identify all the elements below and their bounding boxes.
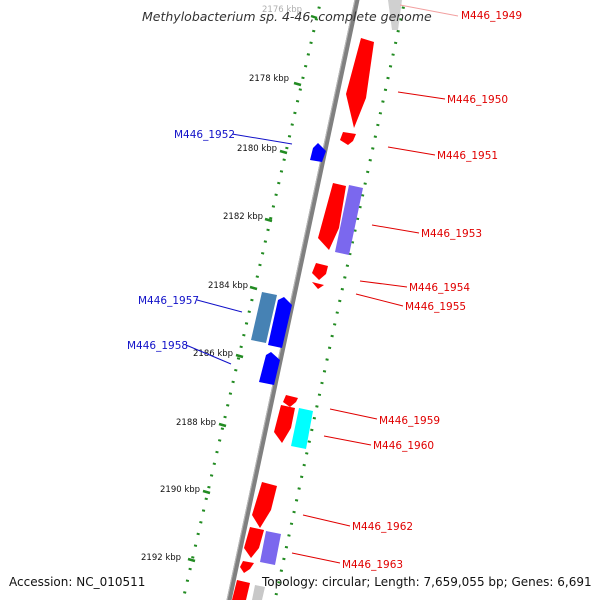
gene-label[interactable]: M446_1953 — [421, 228, 482, 240]
gene-label[interactable]: M446_1949 — [461, 10, 522, 22]
gene-feature-m446-1963-cds[interactable] — [244, 527, 264, 558]
kbp-label: 2180 kbp — [237, 144, 277, 154]
gene-feature-m446-1962[interactable] — [252, 482, 277, 528]
gene-feature-m446-1960[interactable] — [291, 408, 313, 449]
label-connectors-reverse — [185, 133, 293, 365]
gene-label[interactable]: M446_1955 — [405, 301, 466, 313]
gene-feature-m446-1957[interactable] — [268, 297, 292, 348]
gene-label[interactable]: M446_1954 — [409, 282, 470, 294]
gene-label[interactable]: M446_1962 — [352, 521, 413, 533]
gene-label[interactable]: M446_1963 — [342, 559, 403, 571]
gene-label[interactable]: M446_1951 — [437, 150, 498, 162]
gene-label[interactable]: M446_1950 — [447, 94, 508, 106]
gene-feature-m446-1955[interactable] — [312, 282, 324, 289]
kbp-label: 2178 kbp — [249, 74, 289, 84]
gene-label[interactable]: M446_1952 — [174, 129, 235, 141]
gene-feature-extra[interactable] — [240, 561, 254, 573]
gene-label[interactable]: M446_1957 — [138, 295, 199, 307]
gene-feature-bottom-gray[interactable] — [252, 585, 265, 600]
major-ticks — [187, 14, 318, 563]
gene-label[interactable]: M446_1960 — [373, 440, 434, 452]
kbp-label: 2186 kbp — [193, 349, 233, 359]
forward-strand-features — [232, 0, 402, 600]
topology-summary: Topology: circular; Length: 7,659,055 bp… — [261, 575, 592, 589]
label-connectors-forward — [291, 4, 459, 564]
gene-feature-m446-1953-rna[interactable] — [335, 185, 363, 255]
gene-feature-bottom[interactable] — [232, 580, 250, 600]
backbone-highlight — [226, 0, 356, 600]
kbp-label: 2184 kbp — [208, 281, 248, 291]
gene-feature-m446-1958[interactable] — [259, 352, 280, 385]
gene-label[interactable]: M446_1959 — [379, 415, 440, 427]
kbp-label: 2182 kbp — [223, 212, 263, 222]
gene-feature-m446-1959-cap[interactable] — [283, 395, 298, 407]
gene-feature-m446-1951[interactable] — [340, 132, 356, 145]
genome-backbone — [226, 0, 360, 600]
kbp-label: 2192 kbp — [141, 553, 181, 563]
inner-tick-ring — [181, 0, 323, 600]
accession-text: Accession: NC_010511 — [9, 575, 145, 589]
kbp-label: 2176 kbp — [262, 5, 302, 15]
gene-feature-m446-1963-rna[interactable] — [260, 531, 281, 565]
gene-feature-m446-1952[interactable] — [310, 143, 326, 162]
map-title: Methylobacterium sp. 4-46, complete geno… — [142, 9, 432, 24]
reverse-strand-features — [251, 143, 326, 385]
gene-feature-m446-1953-cds[interactable] — [318, 183, 346, 250]
kbp-label: 2190 kbp — [160, 485, 200, 495]
gene-label[interactable]: M446_1958 — [127, 340, 188, 352]
gene-feature-m446-1957-rna[interactable] — [251, 292, 277, 343]
kbp-label: 2188 kbp — [176, 418, 216, 428]
gene-feature-m446-1959[interactable] — [274, 405, 295, 443]
gene-feature-m446-1949[interactable] — [388, 0, 402, 30]
gene-feature-m446-1950[interactable] — [346, 38, 374, 128]
gene-feature-m446-1954[interactable] — [312, 263, 328, 280]
